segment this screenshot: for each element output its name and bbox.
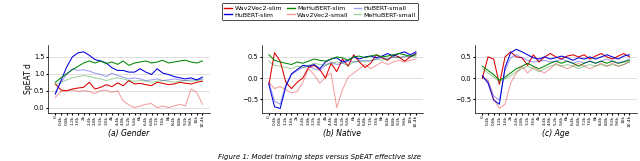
X-axis label: (c) Age: (c) Age (542, 129, 570, 138)
Text: Figure 1: Model training steps versus SpEAT effective size: Figure 1: Model training steps versus Sp… (218, 154, 422, 160)
Y-axis label: SpEAT d: SpEAT d (24, 63, 33, 94)
X-axis label: (b) Native: (b) Native (323, 129, 362, 138)
Legend: Wav2Vec2-slim, HuBERT-slim, MeHuBERT-slim, Wav2Vec2-small, HuBERT-small, MeHuBER: Wav2Vec2-slim, HuBERT-slim, MeHuBERT-sli… (222, 3, 418, 20)
X-axis label: (a) Gender: (a) Gender (108, 129, 150, 138)
